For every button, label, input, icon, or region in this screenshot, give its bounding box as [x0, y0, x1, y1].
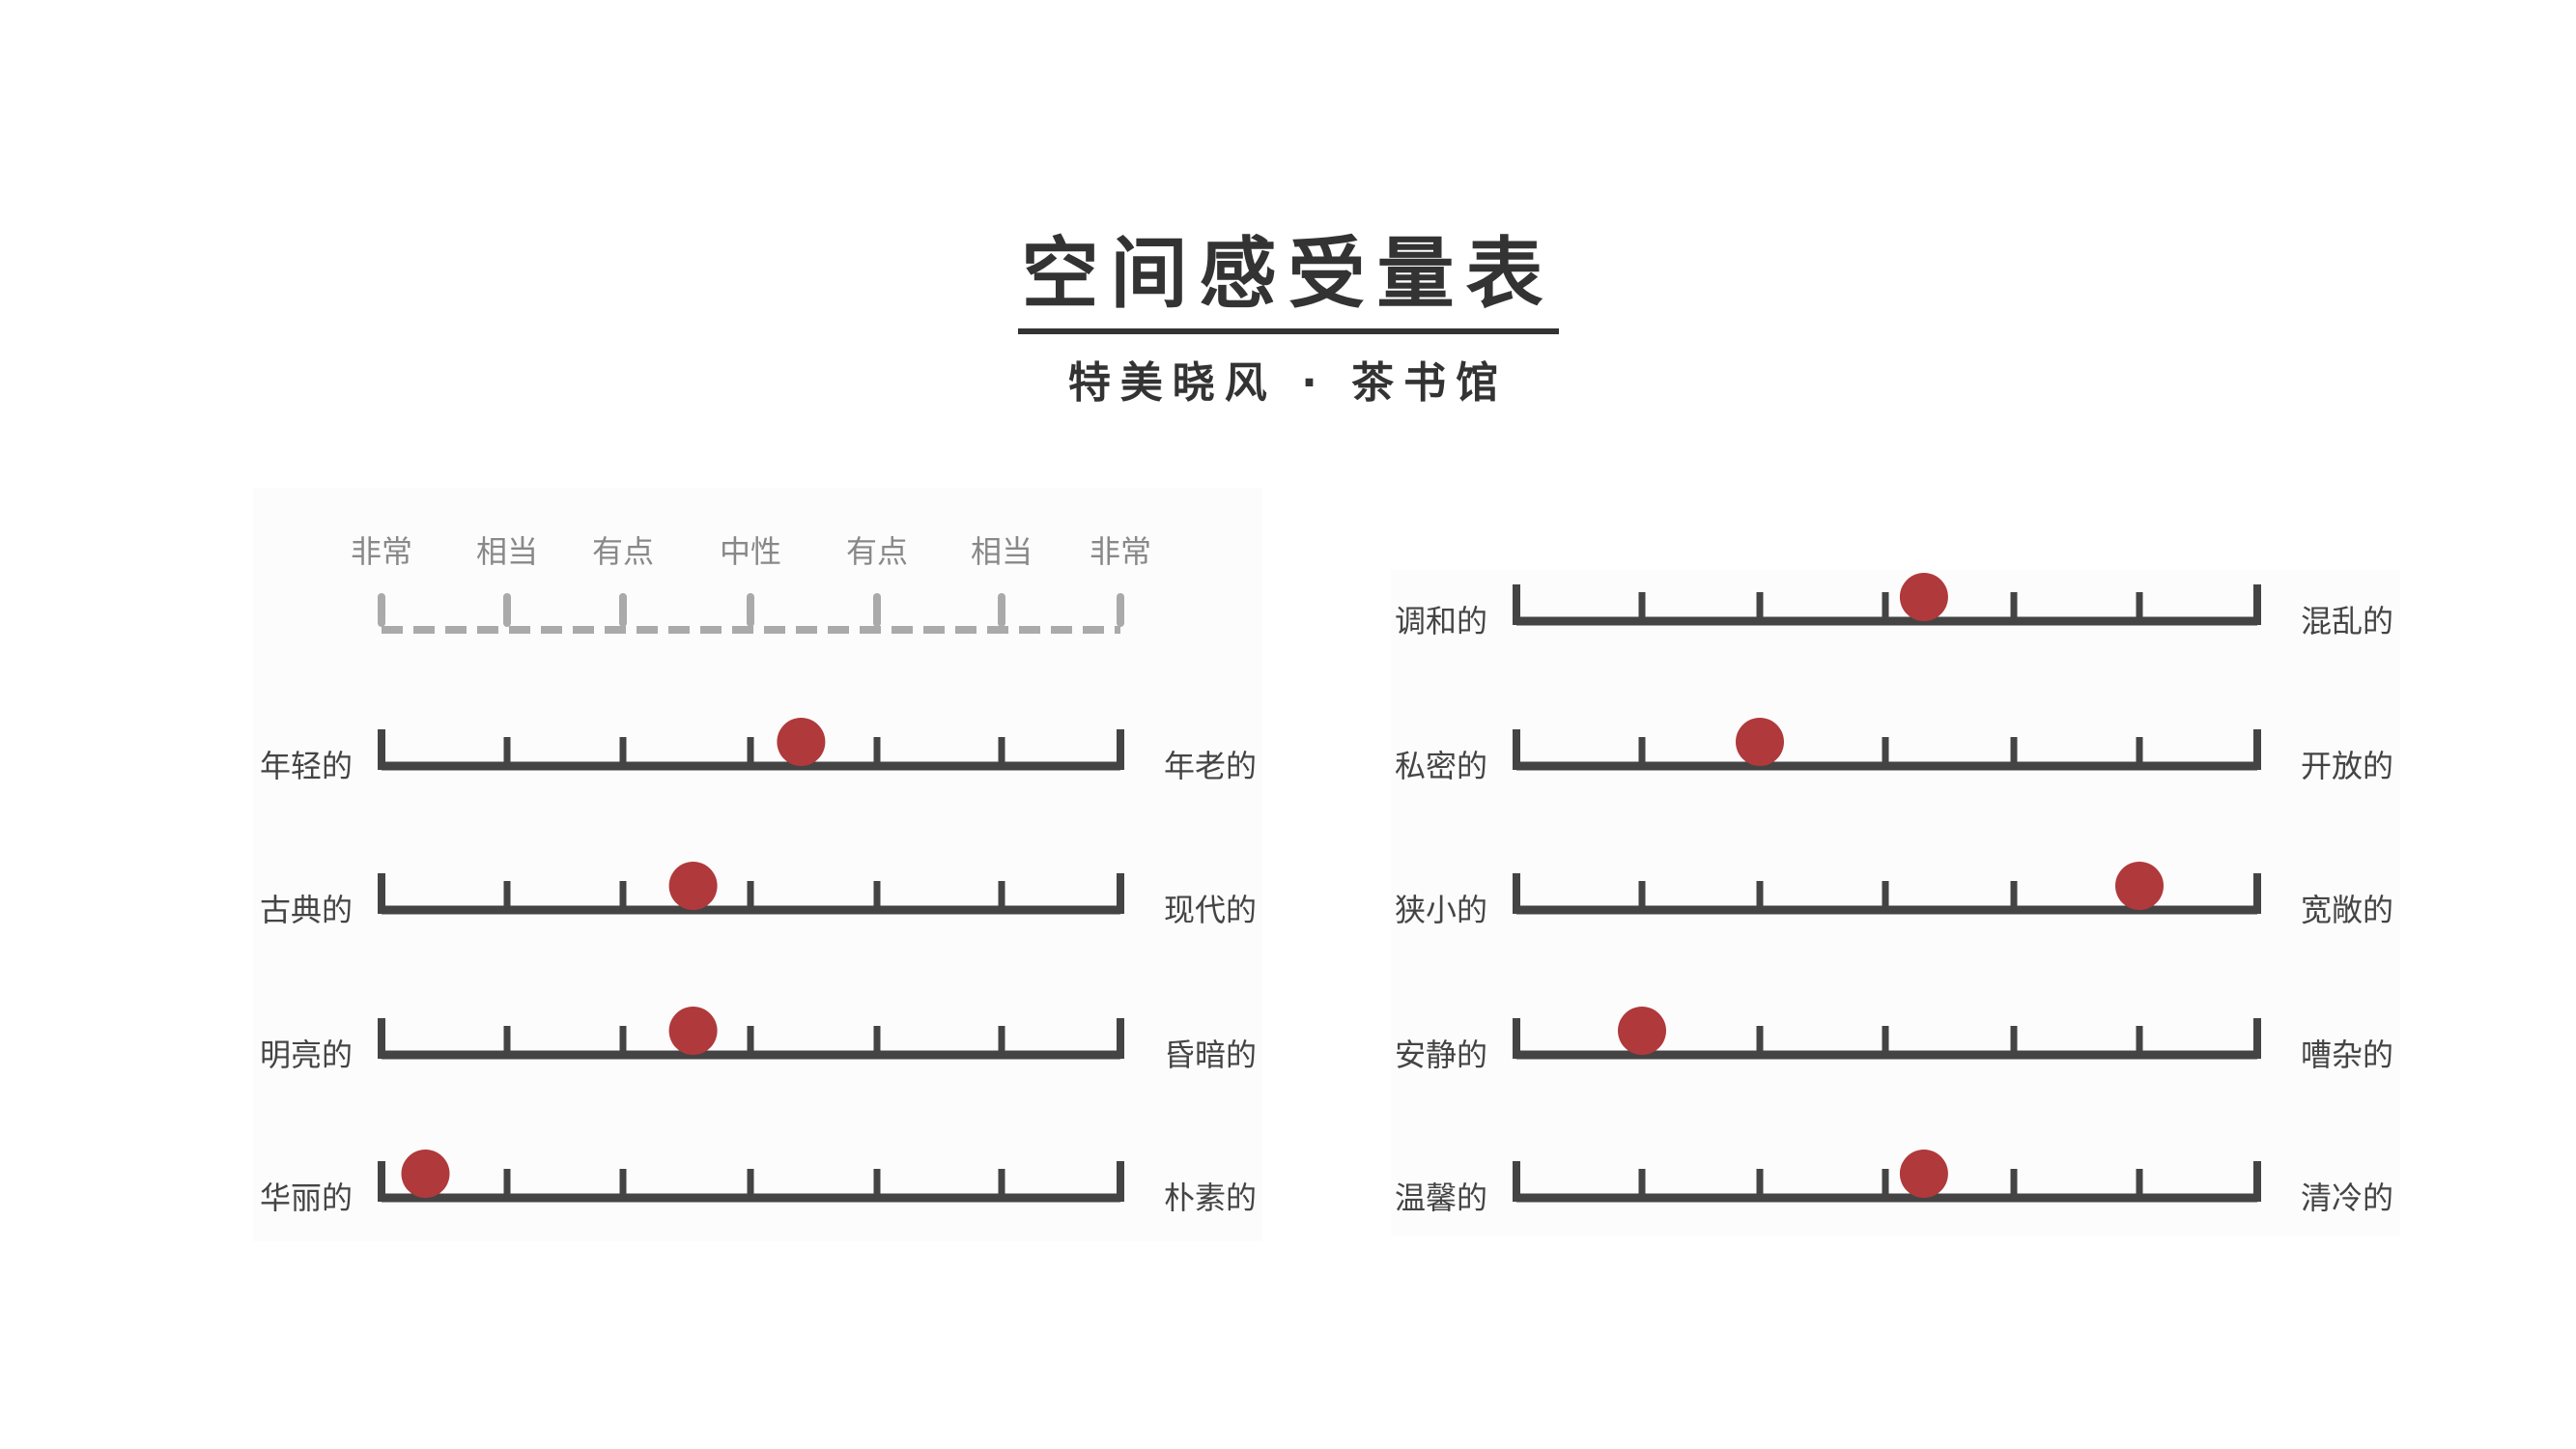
scale-left-label: 安静的 — [1395, 1037, 1487, 1073]
legend-label: 有点 — [846, 533, 908, 570]
legend-label: 中性 — [720, 533, 781, 570]
scale-left-label: 温馨的 — [1395, 1179, 1487, 1216]
rating-marker — [777, 718, 826, 766]
scale-left-label: 华丽的 — [260, 1179, 353, 1216]
scale-right-label: 清冷的 — [2301, 1179, 2393, 1216]
page-subtitle: 特美晓风 · 茶书馆 — [1067, 358, 1509, 408]
scale-left-label: 古典的 — [260, 892, 353, 928]
rating-marker — [1618, 1007, 1666, 1055]
rating-marker — [668, 1007, 718, 1055]
legend-label: 相当 — [971, 533, 1033, 570]
page-title: 空间感受量表 — [1017, 232, 1559, 334]
legend-label: 相当 — [476, 533, 538, 570]
scale-left-label: 调和的 — [1395, 603, 1487, 639]
header: 空间感受量表 特美晓风 · 茶书馆 — [0, 232, 2576, 410]
scale-right-label: 朴素的 — [1164, 1179, 1257, 1216]
scale-right-label: 年老的 — [1164, 748, 1257, 784]
scale-legend: 非常 相当 有点 中性 有点 相当 非常 — [351, 533, 1151, 634]
scale-row: 私密的 开放的 — [1395, 718, 2393, 784]
rating-marker — [668, 862, 718, 910]
left-panel-bg — [253, 488, 1262, 1241]
scale-row: 古典的 现代的 — [260, 862, 1257, 928]
scale-row: 狭小的 宽敞的 — [1395, 862, 2393, 928]
scale-row: 温馨的 清冷的 — [1395, 1150, 2393, 1216]
scale-right-label: 混乱的 — [2301, 603, 2393, 639]
scale-right-label: 宽敞的 — [2301, 892, 2393, 928]
rating-marker — [401, 1150, 450, 1198]
scale-left-label: 年轻的 — [260, 748, 353, 784]
scale-right-label: 开放的 — [2301, 748, 2393, 784]
scale-right-label: 昏暗的 — [1164, 1037, 1257, 1073]
right-panel-bg — [1391, 570, 2400, 1236]
scale-row: 调和的 混乱的 — [1395, 573, 2393, 639]
scale-right-label: 现代的 — [1164, 892, 1257, 928]
legend-label: 有点 — [592, 533, 654, 570]
scale-right-label: 嘈杂的 — [2301, 1037, 2393, 1073]
scale-row: 华丽的 朴素的 — [260, 1150, 1257, 1216]
legend-label: 非常 — [1090, 533, 1151, 570]
scale-left-label: 明亮的 — [260, 1037, 353, 1073]
scale-row: 安静的 嘈杂的 — [1395, 1007, 2393, 1073]
scale-row: 明亮的 昏暗的 — [260, 1007, 1257, 1073]
rating-marker — [1899, 1150, 1948, 1198]
rating-marker — [1736, 718, 1784, 766]
scale-left-label: 狭小的 — [1395, 892, 1487, 928]
rating-marker — [2115, 862, 2164, 910]
rating-marker — [1899, 573, 1948, 621]
scale-left-label: 私密的 — [1395, 748, 1487, 784]
legend-label: 非常 — [351, 533, 412, 570]
scale-row: 年轻的 年老的 — [260, 718, 1257, 784]
